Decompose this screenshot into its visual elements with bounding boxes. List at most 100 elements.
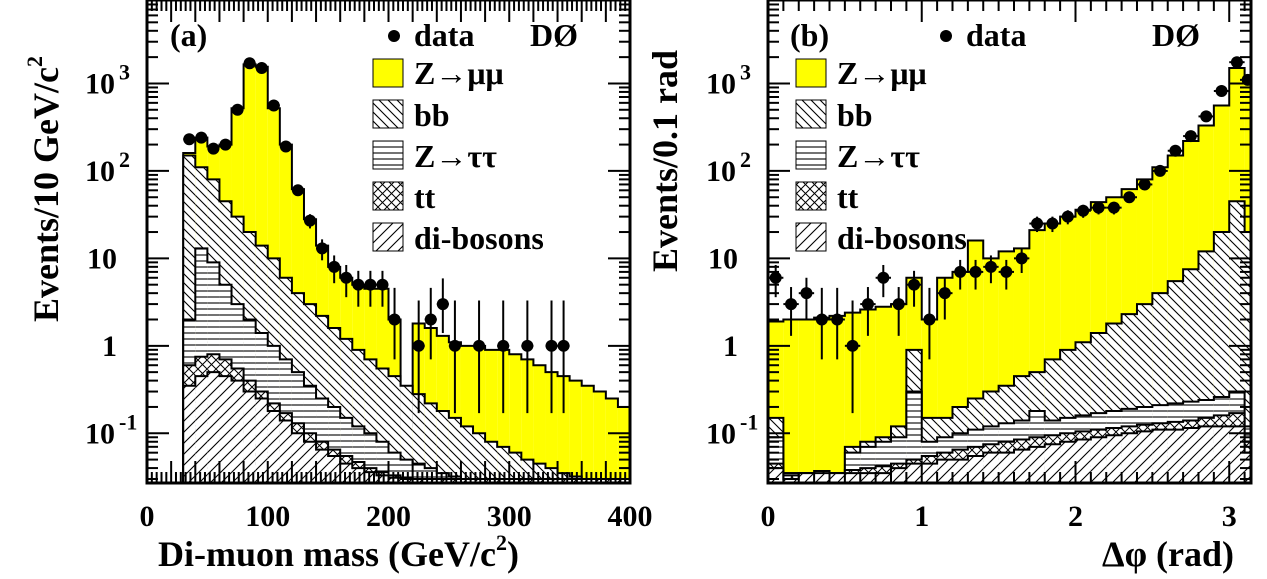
zmumu-bar-a bbox=[605, 398, 618, 483]
data-point-a bbox=[521, 339, 534, 352]
x-tick-label-a: 0 bbox=[140, 500, 155, 533]
y-tick-label-a: 10 bbox=[85, 155, 115, 188]
diboson-bar-a bbox=[460, 478, 474, 483]
bb-bar-b bbox=[1244, 232, 1251, 483]
data-point-a bbox=[352, 278, 365, 291]
diboson-bar-b bbox=[814, 473, 830, 483]
diboson-bar-b bbox=[768, 468, 784, 483]
legend-tt-label-a: tt bbox=[414, 179, 436, 215]
data-point-a bbox=[207, 142, 220, 155]
diboson-bar-b bbox=[875, 473, 891, 483]
bb-bar-a bbox=[424, 403, 437, 483]
diboson-bar-b bbox=[798, 473, 815, 483]
zmumu-bar-outline-b bbox=[768, 67, 1251, 483]
data-point-a bbox=[424, 313, 437, 326]
diboson-bar-a bbox=[231, 380, 244, 483]
data-point-b bbox=[1077, 204, 1090, 217]
data-point-b bbox=[861, 298, 874, 311]
legend-tt-swatch-a bbox=[372, 181, 404, 211]
data-point-b bbox=[1138, 178, 1151, 191]
legend-bb-swatch-b bbox=[795, 99, 827, 129]
diboson-bar-b bbox=[1152, 429, 1168, 483]
diboson-bar-a bbox=[497, 478, 510, 483]
bb-bar-outline-a bbox=[182, 154, 630, 483]
data-point-a bbox=[364, 278, 377, 291]
diboson-bar-b bbox=[1136, 431, 1153, 483]
x-ticks-a bbox=[146, 0, 631, 483]
data-point-b bbox=[1215, 84, 1228, 97]
frame-b bbox=[766, 0, 1253, 485]
data-point-b bbox=[877, 271, 890, 284]
plot-area-a bbox=[145, 0, 632, 485]
zmumu-bar-a bbox=[617, 406, 630, 483]
legend-bb-swatch-a bbox=[372, 99, 404, 129]
diboson-bar-a bbox=[364, 472, 377, 483]
data-point-a bbox=[388, 313, 401, 326]
y-tick-label-a: 10 bbox=[87, 242, 117, 275]
diboson-bar-a bbox=[557, 478, 570, 483]
data-point-b bbox=[1107, 201, 1120, 214]
diboson-bar-b bbox=[890, 468, 907, 483]
x-tick-label-a: 300 bbox=[487, 500, 532, 533]
y-tick-label-a: 10 bbox=[85, 417, 115, 450]
panel-a: Events/10 GeV/c2 Di-muon mass (GeV/c2) (… bbox=[22, 0, 653, 574]
diboson-bar-b bbox=[1090, 437, 1107, 483]
plot-area-b bbox=[766, 0, 1253, 485]
diboson-bar-b bbox=[1060, 441, 1076, 483]
diboson-bar-b bbox=[1198, 426, 1214, 483]
diboson-bar-a bbox=[436, 478, 449, 483]
y-tick-label-exp-a: 3 bbox=[119, 59, 130, 84]
diboson-bar-a bbox=[376, 475, 389, 483]
x-tick-label-b: 3 bbox=[1222, 500, 1237, 533]
diboson-bar-b bbox=[1229, 426, 1245, 483]
y-tick-label-a: 1 bbox=[102, 330, 117, 363]
data-point-b bbox=[1061, 210, 1074, 223]
zmumu-bar-b bbox=[860, 309, 876, 483]
data-point-a bbox=[255, 62, 268, 75]
diboson-bar-a bbox=[207, 372, 220, 483]
diboson-bar-a bbox=[267, 410, 280, 483]
y-tick-label-b: 1 bbox=[723, 330, 738, 363]
y-tick-label-exp-b: 2 bbox=[740, 147, 751, 172]
y-tick-label-exp-b: -1 bbox=[740, 409, 758, 434]
diboson-bar-a bbox=[279, 420, 292, 483]
legend-diboson-swatch-a bbox=[372, 222, 404, 252]
zmumu-bar-a bbox=[569, 380, 582, 483]
diboson-bar-a bbox=[219, 376, 232, 483]
diboson-bar-a bbox=[195, 376, 208, 483]
y-tick-label-exp-a: 2 bbox=[119, 147, 130, 172]
diboson-bar-b bbox=[952, 459, 968, 483]
data-point-a bbox=[219, 138, 232, 151]
x-tick-label-a: 200 bbox=[366, 500, 411, 533]
diboson-bar-a bbox=[424, 478, 437, 483]
data-point-b bbox=[969, 265, 982, 278]
legend-data-label-b: data bbox=[966, 17, 1026, 53]
x-ticks-b bbox=[767, 0, 1246, 483]
zmumu-bar-a bbox=[533, 365, 546, 483]
x-tick-label-b: 1 bbox=[914, 500, 929, 533]
data-point-a bbox=[231, 103, 244, 116]
diboson-bar-b bbox=[1167, 429, 1184, 483]
panel-label-b: (b) bbox=[790, 17, 829, 53]
legend-b: data Z→μμ bb Z→ττ tt di-bosons bbox=[795, 17, 1026, 256]
x-tick-label-a: 100 bbox=[245, 500, 290, 533]
diboson-bar-a bbox=[255, 398, 268, 483]
y-tick-label-b: 10 bbox=[706, 417, 736, 450]
data-point-b bbox=[892, 298, 905, 311]
legend-data-marker-a bbox=[388, 30, 400, 42]
y-tick-label-b: 10 bbox=[708, 242, 738, 275]
data-point-a bbox=[497, 339, 510, 352]
data-point-b bbox=[908, 278, 921, 291]
data-point-b bbox=[815, 313, 828, 326]
diboson-bar-a bbox=[509, 478, 522, 483]
diboson-bar-a bbox=[581, 478, 594, 483]
bb-bar-a bbox=[460, 426, 474, 483]
data-point-a bbox=[436, 298, 449, 311]
data-point-b bbox=[1154, 164, 1167, 177]
y-axis-title-a: Events/10 GeV/c2 bbox=[22, 56, 66, 322]
data-point-b bbox=[1031, 217, 1044, 230]
ztautau-bar-outline-b bbox=[768, 390, 1251, 483]
diboson-bar-b bbox=[1183, 427, 1199, 483]
legend-data-label-a: data bbox=[414, 17, 474, 53]
